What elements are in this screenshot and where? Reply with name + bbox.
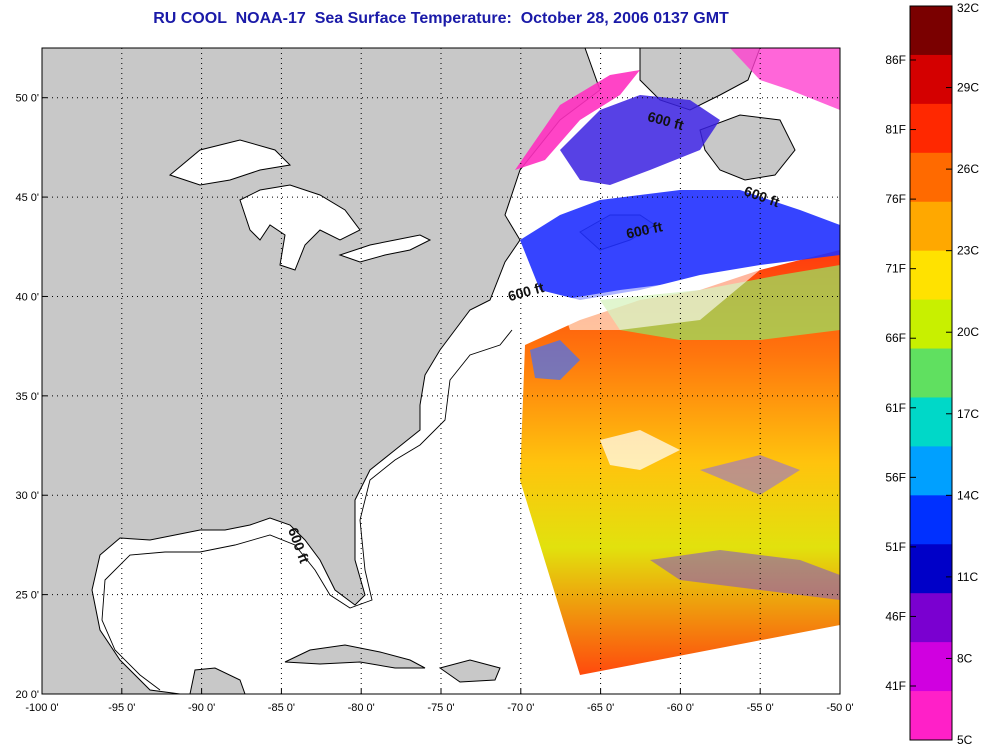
lon-tick-label: -55 0'	[747, 702, 774, 714]
colorbar-band	[910, 642, 952, 692]
colorbar-celsius-label: 17C	[957, 407, 979, 421]
lon-tick-label: -70 0'	[507, 702, 534, 714]
lat-tick-label: 30 0'	[15, 490, 39, 502]
colorbar-band	[910, 544, 952, 594]
colorbar-fahrenheit-label: 86F	[885, 53, 906, 67]
latitude-tick-labels: 20 0' 25 0' 30 0' 35 0' 40 0' 45 0' 50 0'	[15, 93, 47, 701]
colorbar-fahrenheit-label: 81F	[885, 123, 906, 137]
colorbar-band	[910, 152, 952, 203]
lat-tick-label: 40 0'	[15, 291, 39, 303]
lat-tick-label: 20 0'	[15, 689, 39, 701]
land-yucatan	[189, 667, 246, 694]
depth-contour-600ft	[101, 329, 513, 691]
lon-tick-label: -90 0'	[188, 702, 215, 714]
lake-michigan-huron	[239, 184, 361, 271]
longitude-tick-labels: -100 0' -95 0' -90 0' -85 0' -80 0' -75 0' -70…	[25, 689, 854, 714]
colorbar-fahrenheit-label: 76F	[885, 192, 906, 206]
lat-tick-label: 45 0'	[15, 192, 39, 204]
colorbar-celsius-label: 29C	[957, 81, 979, 95]
lat-tick-label: 35 0'	[15, 391, 39, 403]
colorbar-fahrenheit-label: 61F	[885, 401, 906, 415]
colorbar-band	[910, 397, 952, 447]
colorbar-celsius-label: 11C	[957, 570, 978, 584]
colorbar-frame	[909, 5, 953, 741]
colorbar-celsius-label: 23C	[957, 244, 979, 258]
colorbar-band	[910, 299, 952, 350]
colorbar-fahrenheit-label: 51F	[885, 540, 906, 554]
colorbar-celsius-labels: 32C 29C 26C 23C 20C 17C 14C 11C 8C 5C	[946, 1, 979, 747]
colorbar-fahrenheit-labels: 86F 81F 76F 71F 66F 61F 56F 51F 46F 41F	[885, 53, 916, 693]
contour-label-600ft: 600 ft	[625, 218, 664, 241]
colorbar-celsius-label: 20C	[957, 325, 979, 339]
colorbar-celsius-label: 26C	[957, 162, 979, 176]
colorbar-band	[910, 103, 952, 154]
colorbar-band	[910, 250, 952, 301]
lon-tick-label: -60 0'	[667, 702, 694, 714]
colorbar-celsius-label: 8C	[957, 651, 973, 665]
colorbar-band	[910, 54, 952, 105]
colorbar-band	[910, 6, 952, 56]
colorbar-fahrenheit-label: 71F	[885, 262, 906, 276]
lon-tick-label: -95 0'	[108, 702, 135, 714]
colorbar-fahrenheit-label: 66F	[885, 331, 906, 345]
colorbar-bands	[910, 6, 952, 741]
lon-tick-label: -85 0'	[268, 702, 295, 714]
colorbar-fahrenheit-label: 56F	[885, 470, 906, 484]
lon-tick-label: -65 0'	[587, 702, 614, 714]
map-grid	[42, 48, 840, 694]
map-title: RU COOL NOAA-17 Sea Surface Temperature:…	[153, 10, 729, 27]
colorbar-band	[910, 201, 952, 252]
colorbar-celsius-label: 5C	[957, 733, 973, 747]
land-hispaniola	[438, 659, 501, 683]
land-north-america	[42, 48, 601, 694]
lake-erie-ontario	[338, 234, 432, 263]
colorbar-band	[910, 446, 952, 496]
lat-tick-label: 50 0'	[15, 93, 39, 105]
lon-tick-label: -50 0'	[826, 702, 853, 714]
colorbar-band	[910, 495, 952, 545]
colorbar-celsius-label: 32C	[957, 1, 979, 15]
lon-tick-label: -75 0'	[427, 702, 454, 714]
colorbar-fahrenheit-label: 41F	[885, 679, 906, 693]
colorbar-band	[910, 593, 952, 643]
land-cuba	[284, 644, 426, 669]
colorbar-band	[910, 348, 952, 398]
temperature-colorbar: 86F 81F 76F 71F 66F 61F 56F 51F 46F 41F 32C 29C 26C…	[885, 1, 979, 747]
lon-tick-label: -80 0'	[348, 702, 375, 714]
colorbar-fahrenheit-label: 46F	[885, 609, 906, 623]
lake-superior	[168, 139, 292, 186]
lon-tick-label: -100 0'	[25, 702, 58, 714]
colorbar-band	[910, 691, 952, 741]
colorbar-celsius-label: 14C	[957, 488, 979, 502]
land-newfoundland	[699, 114, 796, 181]
lat-tick-label: 25 0'	[15, 590, 39, 602]
